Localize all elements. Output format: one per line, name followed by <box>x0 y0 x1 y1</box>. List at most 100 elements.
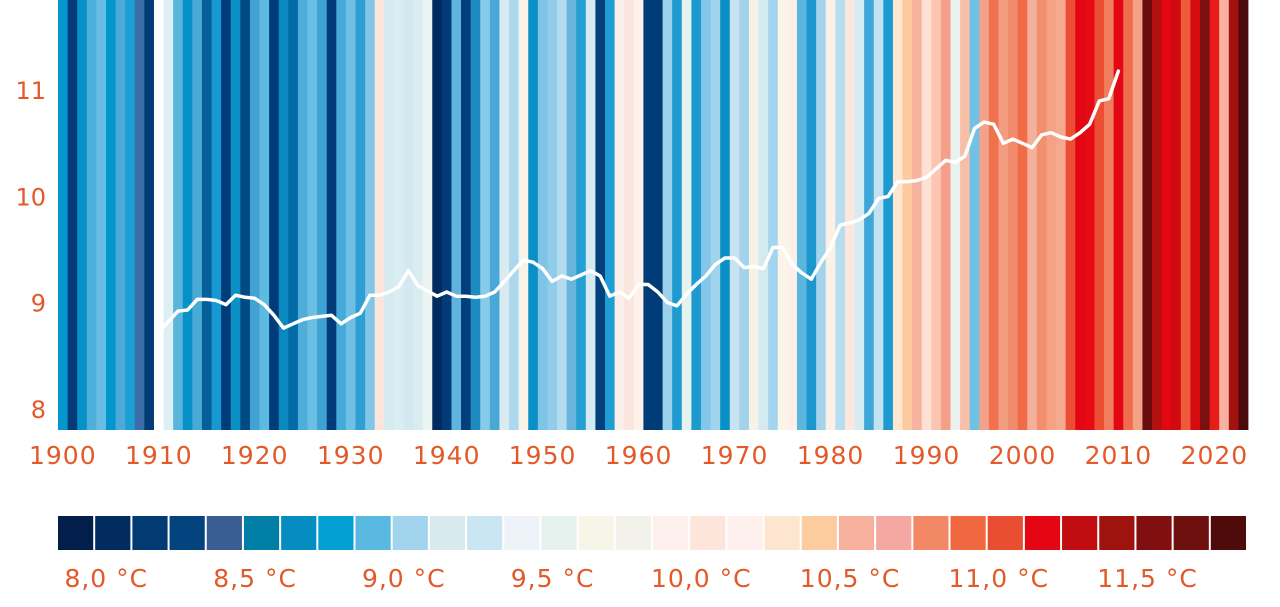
y-tick-label: 11 <box>15 77 46 105</box>
legend-label: 9,5 °C <box>511 564 595 593</box>
stripe-1902 <box>77 0 88 430</box>
stripe-1993 <box>950 0 961 430</box>
legend-swatch <box>281 516 317 550</box>
stripe-1929 <box>336 0 347 430</box>
x-tick-label: 1980 <box>797 441 865 470</box>
stripe-1911 <box>163 0 174 430</box>
stripe-1908 <box>134 0 145 430</box>
y-axis: 8 9 10 11 <box>15 77 46 424</box>
stripe-1926 <box>307 0 318 430</box>
stripe-1970 <box>729 0 740 430</box>
stripe-1901 <box>67 0 78 430</box>
legend-swatch <box>541 516 577 550</box>
stripe-1972 <box>748 0 759 430</box>
x-tick-label: 1930 <box>317 441 385 470</box>
stripe-1937 <box>413 0 424 430</box>
stripe-1967 <box>700 0 711 430</box>
legend-swatch <box>987 516 1023 550</box>
legend-swatch <box>764 516 800 550</box>
stripe-2017 <box>1180 0 1191 430</box>
legend-swatch <box>243 516 280 550</box>
stripe-2001 <box>1027 0 1038 430</box>
stripe-1983 <box>854 0 865 430</box>
stripe-2008 <box>1094 0 1105 430</box>
legend-swatch <box>1173 516 1209 550</box>
legend-swatch <box>58 516 94 550</box>
legend-swatch <box>169 516 205 550</box>
stripe-1976 <box>787 0 798 430</box>
x-tick-label: 1950 <box>509 441 577 470</box>
stripe-2005 <box>1065 0 1076 430</box>
legend-label: 11,5 °C <box>1097 564 1198 593</box>
legend-swatch <box>838 516 875 550</box>
legend-swatch <box>578 516 614 550</box>
stripe-1999 <box>1008 0 1019 430</box>
stripe-1966 <box>691 0 702 430</box>
stripe-1906 <box>115 0 126 430</box>
stripe-1953 <box>566 0 577 430</box>
legend-swatch <box>318 516 354 550</box>
stripe-1974 <box>768 0 779 430</box>
stripe-2018 <box>1190 0 1201 430</box>
stripe-2023 <box>1238 0 1249 430</box>
stripe-1987 <box>892 0 903 430</box>
stripe-1933 <box>374 0 385 430</box>
x-tick-label: 1920 <box>221 441 289 470</box>
x-tick-label: 1940 <box>413 441 481 470</box>
legend-swatch <box>690 516 726 550</box>
stripe-1931 <box>355 0 366 430</box>
stripe-2015 <box>1161 0 1172 430</box>
stripe-1925 <box>297 0 308 430</box>
stripe-2014 <box>1152 0 1163 430</box>
stripe-1980 <box>825 0 836 430</box>
stripe-2006 <box>1075 0 1086 430</box>
stripe-1954 <box>576 0 587 430</box>
stripe-1910 <box>153 0 164 430</box>
x-axis: 1900 1910 1920 1930 1940 1950 1960 1970 1980 1990… <box>29 441 1247 470</box>
stripe-1936 <box>403 0 414 430</box>
stripe-1940 <box>441 0 452 430</box>
x-tick-label: 2010 <box>1085 441 1153 470</box>
stripe-1920 <box>249 0 260 430</box>
y-tick-label: 8 <box>31 396 46 424</box>
stripe-1905 <box>105 0 116 430</box>
stripe-1969 <box>720 0 731 430</box>
legend-swatch <box>727 516 763 550</box>
stripe-1973 <box>758 0 769 430</box>
stripe-1903 <box>86 0 97 430</box>
color-legend: 8,0 °C 8,5 °C 9,0 °C 9,5 °C 10,0 °C 10,5 °C 11… <box>58 516 1246 593</box>
stripe-1909 <box>144 0 155 430</box>
legend-swatch <box>1136 516 1172 550</box>
legend-label: 8,0 °C <box>64 564 148 593</box>
stripe-1997 <box>988 0 999 430</box>
stripe-1992 <box>940 0 951 430</box>
stripe-1982 <box>844 0 855 430</box>
legend-swatch <box>355 516 391 550</box>
legend-swatch <box>950 516 986 550</box>
stripe-1991 <box>931 0 942 430</box>
stripe-2022 <box>1228 0 1239 430</box>
stripe-1919 <box>240 0 251 430</box>
legend-swatch <box>1062 516 1098 550</box>
stripe-1994 <box>960 0 971 430</box>
y-tick-label: 9 <box>31 290 46 318</box>
stripe-1956 <box>595 0 606 430</box>
stripe-1990 <box>921 0 932 430</box>
legend-swatch <box>913 516 949 550</box>
legend-swatch <box>1024 516 1061 550</box>
stripe-1965 <box>681 0 692 430</box>
stripe-1907 <box>125 0 136 430</box>
stripe-1951 <box>547 0 558 430</box>
stripe-1985 <box>873 0 884 430</box>
legend-swatch <box>95 516 131 550</box>
stripe-1957 <box>605 0 616 430</box>
stripe-1935 <box>393 0 404 430</box>
x-tick-label: 1970 <box>701 441 769 470</box>
stripe-1947 <box>509 0 520 430</box>
stripe-1922 <box>269 0 280 430</box>
stripe-1941 <box>451 0 462 430</box>
stripe-1904 <box>96 0 107 430</box>
stripe-2009 <box>1104 0 1115 430</box>
stripe-1962 <box>653 0 663 430</box>
legend-swatch <box>876 516 912 550</box>
